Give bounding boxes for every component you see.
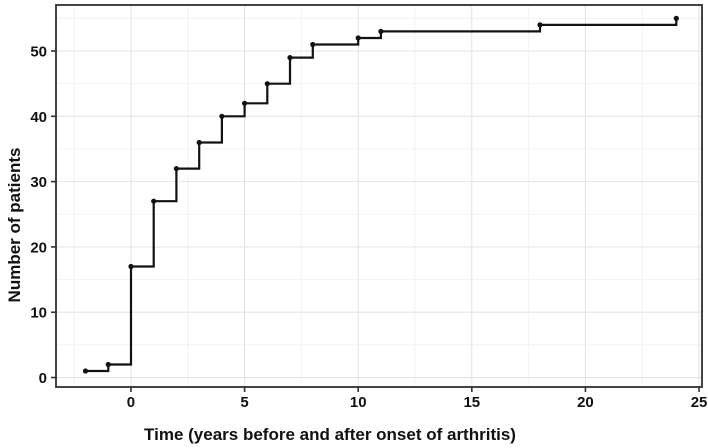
svg-text:10: 10 xyxy=(350,394,367,411)
svg-text:40: 40 xyxy=(30,109,47,126)
minor-gridlines xyxy=(56,5,702,387)
svg-text:5: 5 xyxy=(240,394,248,411)
axis-tick-marks xyxy=(51,50,700,392)
major-gridlines xyxy=(56,5,702,387)
svg-text:15: 15 xyxy=(463,394,480,411)
svg-text:20: 20 xyxy=(30,239,47,256)
svg-text:0: 0 xyxy=(127,394,135,411)
data-point-markers xyxy=(82,15,679,374)
x-axis-tick-labels: 0 5 10 15 20 25 xyxy=(127,394,708,411)
plot-panel-border xyxy=(55,4,703,388)
svg-text:25: 25 xyxy=(691,394,708,411)
x-axis-title: Time (years before and after onset of ar… xyxy=(144,425,516,444)
svg-text:0: 0 xyxy=(39,370,47,387)
svg-text:30: 30 xyxy=(30,174,47,191)
svg-text:50: 50 xyxy=(30,44,47,61)
svg-text:10: 10 xyxy=(30,305,47,322)
plot-panel-background xyxy=(56,5,702,387)
y-axis-title: Number of patients xyxy=(5,148,24,303)
svg-text:20: 20 xyxy=(577,394,594,411)
y-axis-tick-labels: 0 10 20 30 40 50 xyxy=(30,44,47,387)
